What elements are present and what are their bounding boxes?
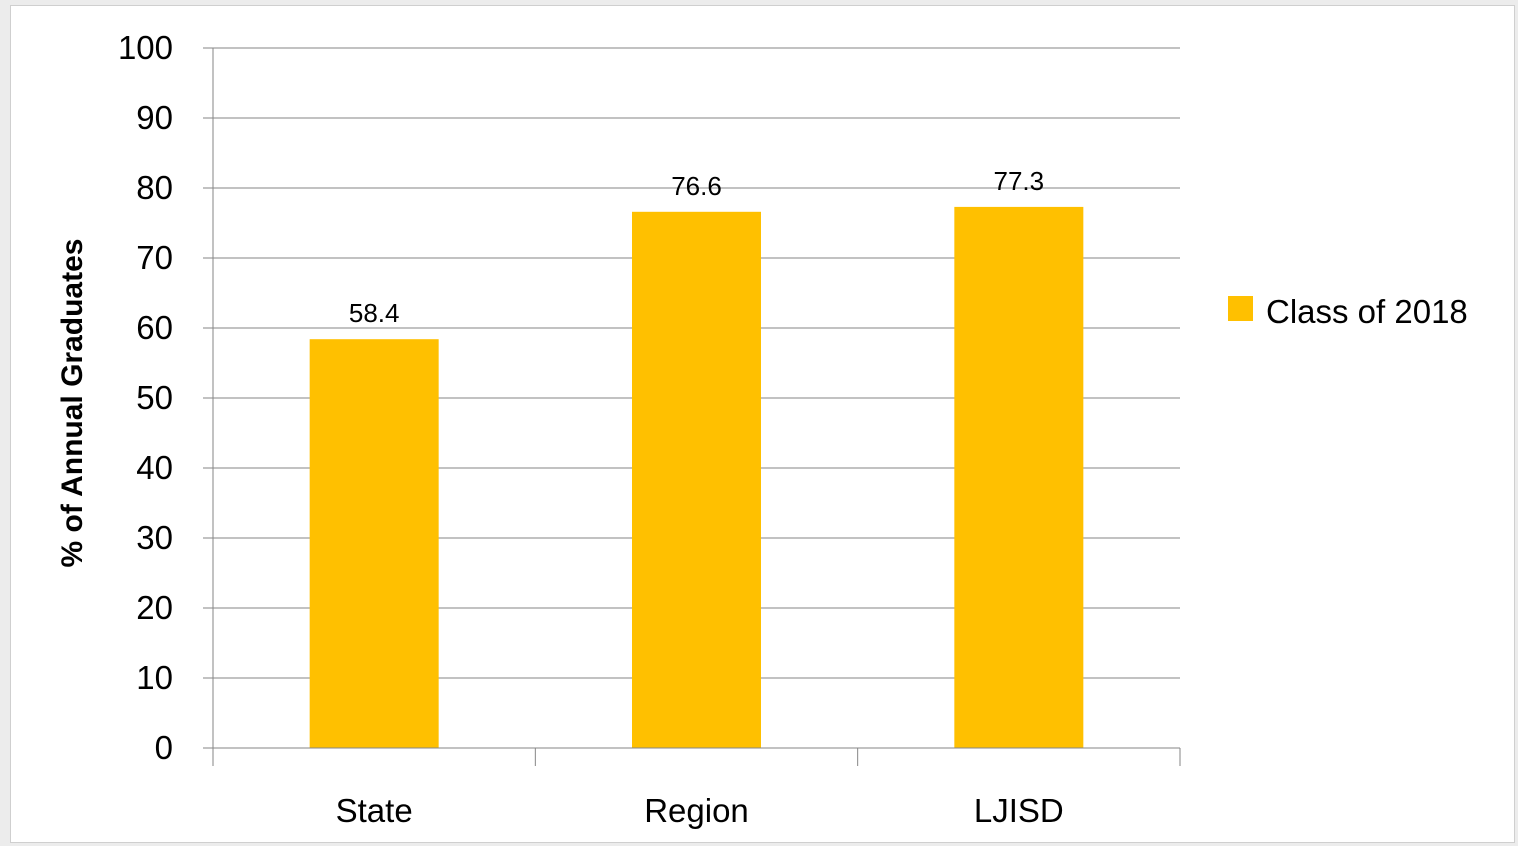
y-axis-title: % of Annual Graduates	[56, 239, 89, 568]
y-tick-label: 20	[136, 589, 173, 626]
y-tick-label: 60	[136, 309, 173, 346]
bar	[632, 211, 761, 749]
legend-label: Class of 2018	[1266, 293, 1468, 330]
bars	[309, 206, 1084, 749]
y-axis-ticks: 0 10 20 30 40 50 60 70 80 90 100	[118, 29, 214, 766]
x-category-label: Region	[644, 792, 749, 829]
data-label: 58.4	[349, 298, 400, 328]
y-tick-label: 0	[155, 729, 173, 766]
x-axis: State Region LJISD	[212, 747, 1181, 829]
y-tick-label: 30	[136, 519, 173, 556]
bar	[309, 339, 439, 748]
y-tick-label: 70	[136, 239, 173, 276]
data-label: 77.3	[994, 166, 1045, 196]
x-category-label: State	[336, 792, 413, 829]
data-label: 76.6	[671, 171, 722, 201]
y-tick-label: 80	[136, 169, 173, 206]
y-tick-label: 100	[118, 29, 173, 66]
y-tick-label: 40	[136, 449, 173, 486]
legend-swatch	[1228, 296, 1253, 321]
y-tick-label: 90	[136, 99, 173, 136]
bar	[954, 206, 1084, 748]
data-labels: 58.4 76.6 77.3	[349, 166, 1044, 328]
chart-frame	[10, 5, 1515, 843]
x-category-label: LJISD	[974, 792, 1064, 829]
y-tick-label: 10	[136, 659, 173, 696]
legend: Class of 2018	[1228, 293, 1468, 330]
y-tick-label: 50	[136, 379, 173, 416]
